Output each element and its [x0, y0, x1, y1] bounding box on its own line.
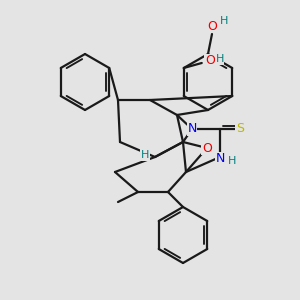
Text: S: S [236, 122, 244, 136]
Text: N: N [215, 152, 225, 166]
Text: N: N [187, 122, 197, 136]
Text: H: H [141, 150, 149, 160]
Text: O: O [202, 142, 212, 154]
Text: O: O [207, 20, 217, 32]
Text: H: H [228, 156, 236, 166]
Text: O: O [205, 55, 215, 68]
Text: H: H [220, 16, 228, 26]
Text: H: H [216, 54, 224, 64]
